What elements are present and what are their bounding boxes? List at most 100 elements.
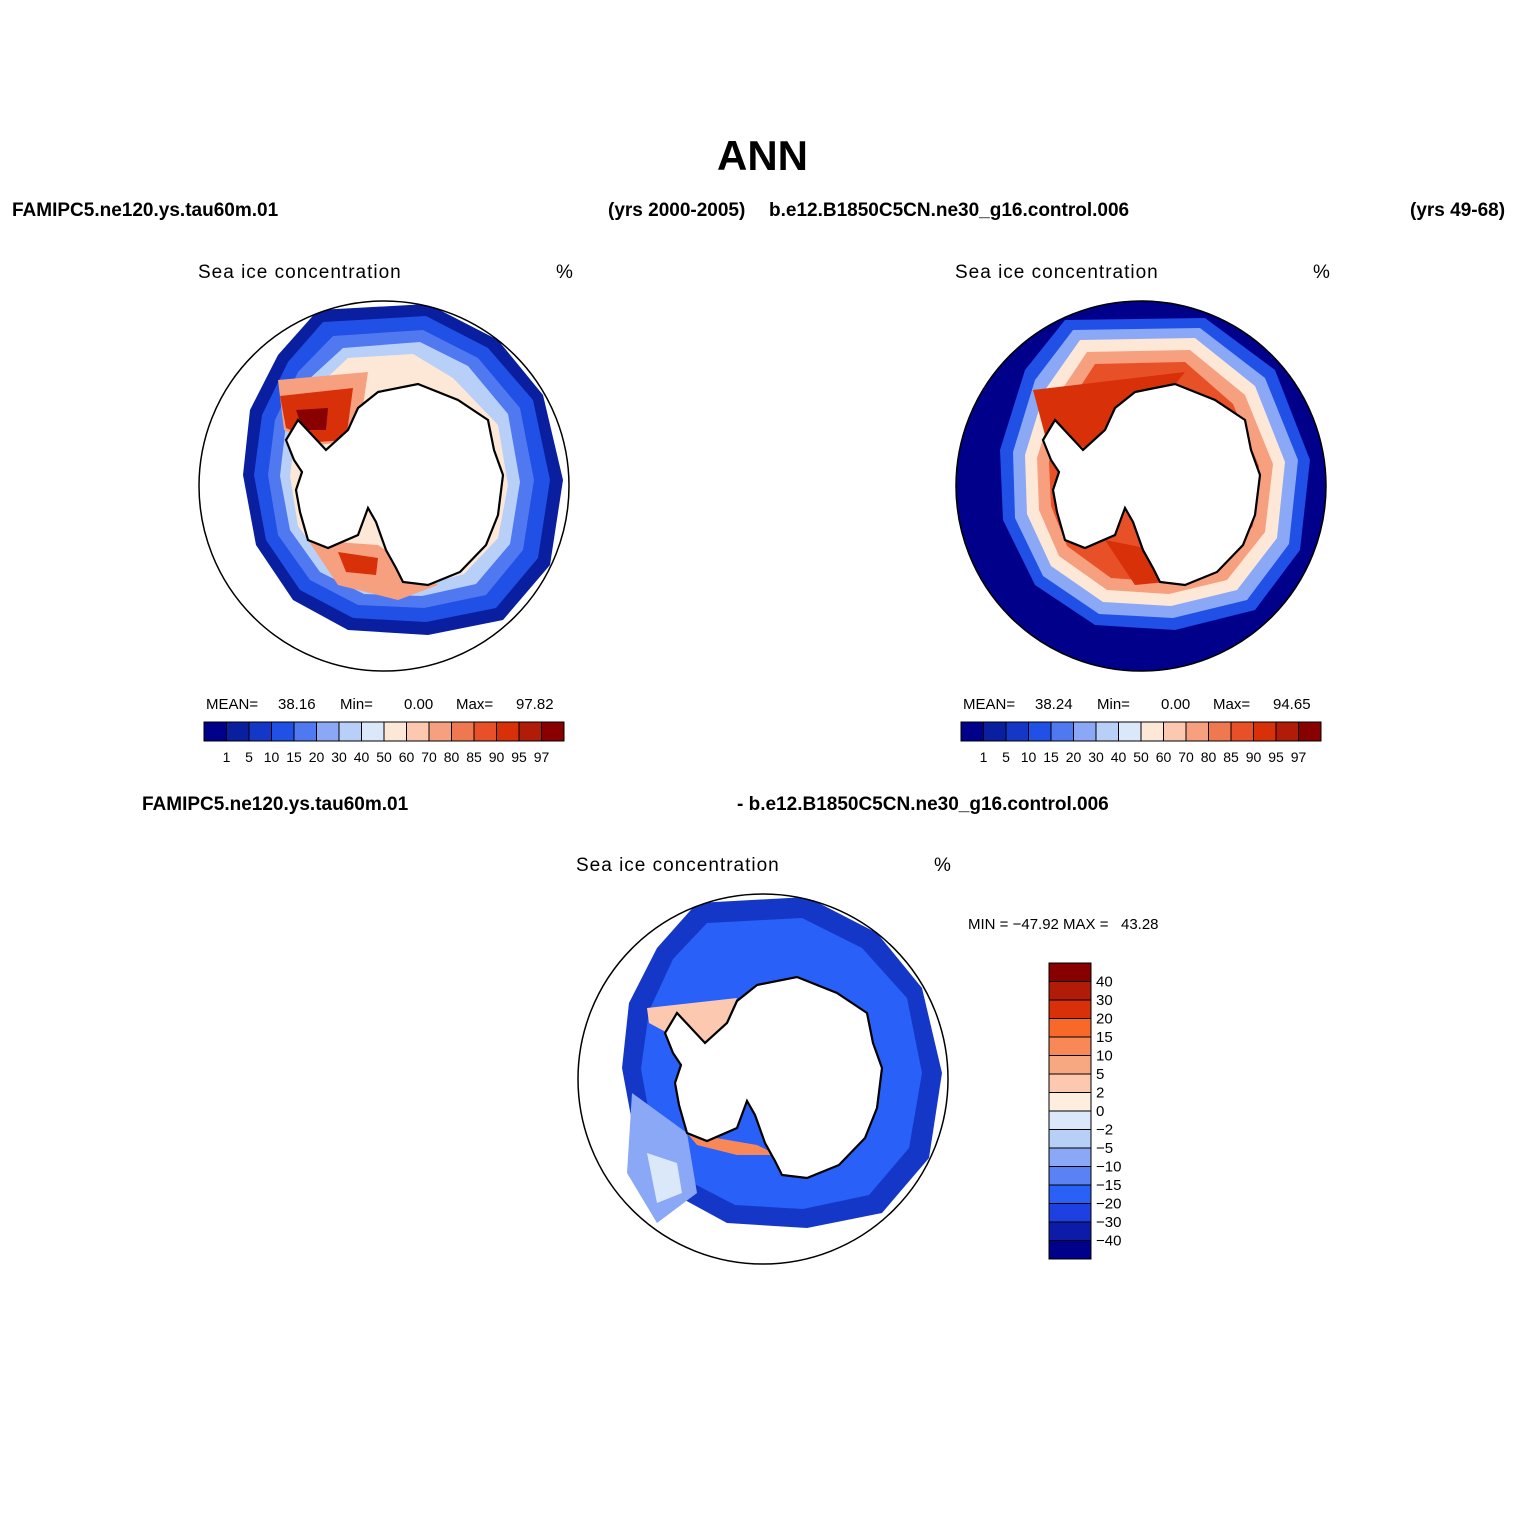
diff-colorbar-box: [1048, 1147, 1092, 1167]
diff-colorbar-label: −20: [1096, 1196, 1121, 1213]
map-boundary: [198, 300, 570, 672]
model-colorbar-label: 85: [466, 749, 482, 765]
diff-colorbar-box: [1048, 1221, 1092, 1241]
model-colorbar-box: [428, 721, 452, 742]
control-colorbar-box: [1275, 721, 1299, 742]
diff-colorbar-label: 40: [1096, 974, 1113, 991]
control-colorbar-box: [1140, 721, 1164, 742]
model-mean-value: 38.16: [278, 696, 316, 713]
diff-colorbar-box: [1048, 981, 1092, 1001]
control-colorbar-box: [1230, 721, 1254, 742]
diff-region-pale: [647, 1153, 682, 1203]
control-colorbar-label: 50: [1133, 749, 1149, 765]
model-colorbar-box: [451, 721, 475, 742]
control-colorbar-label: 40: [1111, 749, 1127, 765]
diff-colorbar-label: −5: [1096, 1140, 1113, 1157]
model-max-label: Max=: [456, 696, 494, 713]
model-max-value: 97.82: [516, 696, 554, 713]
model-colorbar-label: 60: [399, 749, 415, 765]
control-colorbar-label: 90: [1246, 749, 1262, 765]
model-min-label: Min=: [340, 696, 373, 713]
model-map-title: Sea ice concentration: [198, 262, 402, 283]
control-map-units: %: [1313, 262, 1331, 283]
control-colorbar-label: 15: [1043, 749, 1059, 765]
model-colorbar-label: 30: [331, 749, 347, 765]
diff-colorbar-label: −40: [1096, 1233, 1121, 1250]
diff-colorbar-box: [1048, 1240, 1092, 1260]
diff-colorbar-box: [1048, 1184, 1092, 1204]
diff-colorbar-box: [1048, 962, 1092, 982]
diff-case-right: - b.e12.B1850C5CN.ne30_g16.control.006: [737, 794, 1109, 815]
diff-case-left: FAMIPC5.ne120.ys.tau60m.01: [142, 794, 409, 815]
model-colorbar-label: 5: [245, 749, 253, 765]
control-colorbar-label: 60: [1156, 749, 1172, 765]
control-colorbar-box: [1163, 721, 1187, 742]
control-colorbar-box: [1208, 721, 1232, 742]
control-min-label: Min=: [1097, 696, 1130, 713]
control-colorbar-box: [1118, 721, 1142, 742]
antarctic-continent: [663, 975, 884, 1180]
model-colorbar-box: [203, 721, 227, 742]
control-colorbar: 1 5 10 15 20 30 40 50 60 70 80 85 90 95 97: [960, 721, 1322, 765]
diff-colorbar-box: [1048, 1092, 1092, 1112]
diff-colorbar-label: 20: [1096, 1011, 1113, 1028]
control-colorbar-label: 80: [1201, 749, 1217, 765]
antarctic-continent: [1041, 382, 1262, 587]
model-colorbar-box: [226, 721, 250, 742]
control-colorbar-label: 97: [1291, 749, 1307, 765]
control-colorbar-box: [1028, 721, 1052, 742]
right-case-years: (yrs 49-68): [1410, 200, 1506, 221]
model-colorbar-box: [383, 721, 407, 742]
control-colorbar-label: 70: [1178, 749, 1194, 765]
model-min-value: 0.00: [404, 696, 434, 713]
model-sea-ice-map: [198, 300, 570, 672]
model-colorbar-label: 10: [264, 749, 280, 765]
control-colorbar-label: 1: [980, 749, 988, 765]
control-colorbar-box: [983, 721, 1007, 742]
model-colorbar-label: 15: [286, 749, 302, 765]
diff-map-units: %: [934, 855, 952, 876]
model-colorbar-box: [271, 721, 295, 742]
control-colorbar-box: [1185, 721, 1209, 742]
control-max-label: Max=: [1213, 696, 1251, 713]
model-colorbar-label: 50: [376, 749, 392, 765]
diff-colorbar-box: [1048, 1073, 1092, 1093]
model-colorbar-box: [316, 721, 340, 742]
model-colorbar-box: [293, 721, 317, 742]
model-colorbar-box: [473, 721, 497, 742]
control-colorbar-box: [1095, 721, 1119, 742]
diff-map-title: Sea ice concentration: [576, 855, 780, 876]
control-map-title: Sea ice concentration: [955, 262, 1159, 283]
map-boundary: [577, 893, 949, 1265]
control-colorbar-box: [1073, 721, 1097, 742]
diff-colorbar-label: 2: [1096, 1085, 1104, 1102]
diff-colorbar-label: −10: [1096, 1159, 1121, 1176]
model-colorbar-label: 1: [223, 749, 231, 765]
ice-band-7: [1033, 372, 1185, 585]
model-colorbar-box: [361, 721, 385, 742]
control-colorbar-label: 95: [1268, 749, 1284, 765]
control-min-value: 0.00: [1161, 696, 1191, 713]
difference-sea-ice-map: [577, 893, 949, 1265]
left-case-name: FAMIPC5.ne120.ys.tau60m.01: [12, 200, 279, 221]
model-colorbar-label: 97: [534, 749, 550, 765]
model-colorbar-label: 80: [444, 749, 460, 765]
diff-colorbar-box: [1048, 1036, 1092, 1056]
control-colorbar-label: 10: [1021, 749, 1037, 765]
diff-colorbar-box: [1048, 1055, 1092, 1075]
diff-colorbar-label: −2: [1096, 1122, 1113, 1139]
diff-colorbar-label: 10: [1096, 1048, 1113, 1065]
model-colorbar-label: 95: [511, 749, 527, 765]
diff-colorbar-label: −30: [1096, 1214, 1121, 1231]
control-colorbar-label: 30: [1088, 749, 1104, 765]
model-colorbar-box: [338, 721, 362, 742]
control-colorbar-label: 5: [1002, 749, 1010, 765]
model-colorbar-label: 40: [354, 749, 370, 765]
diff-colorbar-box: [1048, 1129, 1092, 1149]
control-mean-label: MEAN=: [963, 696, 1016, 713]
model-colorbar-label: 20: [309, 749, 325, 765]
control-max-value: 94.65: [1273, 696, 1311, 713]
left-case-years: (yrs 2000-2005): [608, 200, 746, 221]
diff-colorbar-label: 0: [1096, 1103, 1104, 1120]
